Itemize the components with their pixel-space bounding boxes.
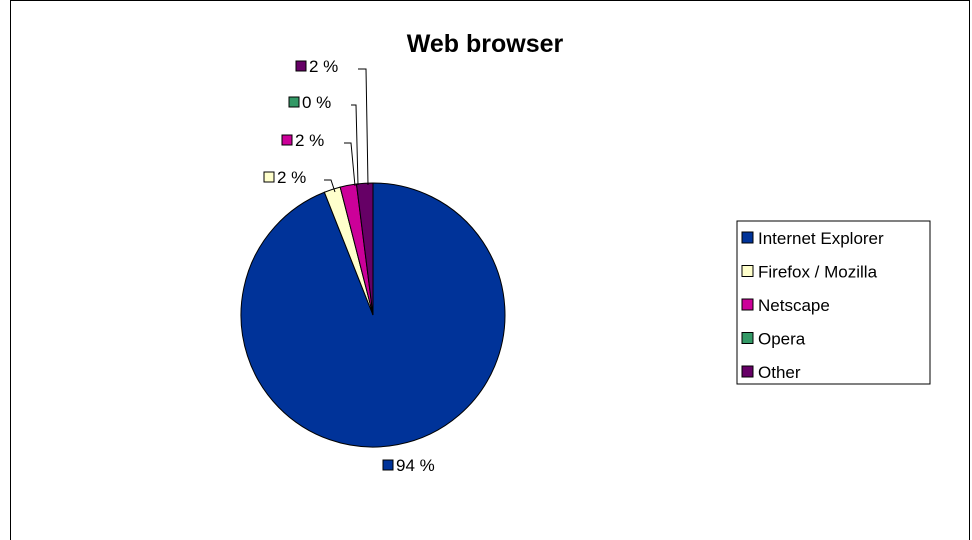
legend-label-0: Internet Explorer xyxy=(758,229,884,248)
legend-swatch-1 xyxy=(741,265,754,277)
pie-slice-other xyxy=(355,182,374,316)
legend-label-2: Netscape xyxy=(758,296,830,315)
leader-line-2 xyxy=(344,142,356,187)
data-label-key-1 xyxy=(263,171,275,183)
pie-slices xyxy=(240,182,506,448)
legend-swatch-2 xyxy=(741,298,754,311)
data-labels: 94 % 2 % 2 % 0 % 2 % xyxy=(263,57,435,475)
data-label-1: 2 % xyxy=(277,168,306,187)
leader-line-3 xyxy=(351,104,359,186)
data-label-3: 0 % xyxy=(302,93,331,112)
legend-label-3: Opera xyxy=(758,330,806,349)
chart-frame xyxy=(10,0,970,540)
legend-swatch-0 xyxy=(741,231,754,244)
data-label-key-2 xyxy=(281,134,293,146)
data-label-4: 2 % xyxy=(309,57,338,76)
legend-swatch-3 xyxy=(741,332,754,344)
legend-label-1: Firefox / Mozilla xyxy=(758,263,878,282)
legend-box xyxy=(736,220,931,385)
data-label-key-0 xyxy=(382,459,394,471)
legend-swatch-4 xyxy=(741,365,754,378)
leader-lines xyxy=(324,68,369,193)
data-label-2: 2 % xyxy=(295,131,324,150)
chart-title: Web browser xyxy=(407,30,564,58)
leader-line-4 xyxy=(358,68,369,186)
legend-label-4: Other xyxy=(758,363,801,382)
data-label-0: 94 % xyxy=(396,456,435,475)
data-label-key-4 xyxy=(295,60,307,72)
legend: Internet Explorer Firefox / Mozilla Netsca… xyxy=(741,229,884,382)
data-label-key-3 xyxy=(288,96,300,108)
leader-line-1 xyxy=(324,179,336,193)
